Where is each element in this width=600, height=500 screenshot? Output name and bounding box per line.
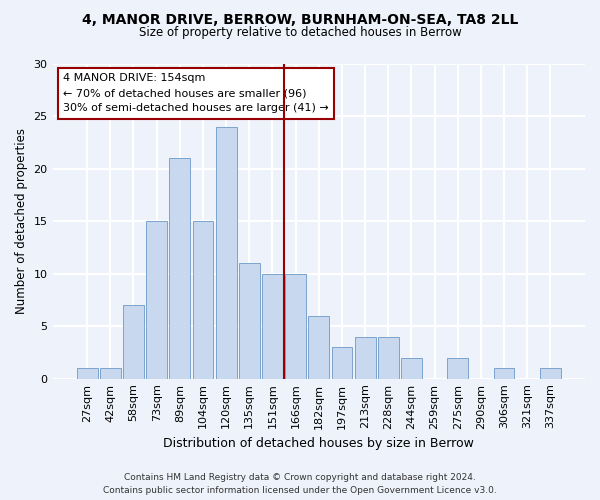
- Text: Contains HM Land Registry data © Crown copyright and database right 2024.
Contai: Contains HM Land Registry data © Crown c…: [103, 473, 497, 495]
- Bar: [77, 368, 98, 378]
- Bar: [494, 368, 514, 378]
- Bar: [123, 306, 144, 378]
- Bar: [540, 368, 561, 378]
- Bar: [146, 222, 167, 378]
- Bar: [100, 368, 121, 378]
- Bar: [401, 358, 422, 378]
- Bar: [285, 274, 306, 378]
- Bar: [332, 347, 352, 378]
- Bar: [239, 264, 260, 378]
- Bar: [448, 358, 468, 378]
- Bar: [262, 274, 283, 378]
- Y-axis label: Number of detached properties: Number of detached properties: [15, 128, 28, 314]
- Text: 4, MANOR DRIVE, BERROW, BURNHAM-ON-SEA, TA8 2LL: 4, MANOR DRIVE, BERROW, BURNHAM-ON-SEA, …: [82, 12, 518, 26]
- Bar: [308, 316, 329, 378]
- Text: 4 MANOR DRIVE: 154sqm
← 70% of detached houses are smaller (96)
30% of semi-deta: 4 MANOR DRIVE: 154sqm ← 70% of detached …: [63, 74, 329, 113]
- X-axis label: Distribution of detached houses by size in Berrow: Distribution of detached houses by size …: [163, 437, 474, 450]
- Bar: [216, 127, 236, 378]
- Bar: [193, 222, 214, 378]
- Bar: [169, 158, 190, 378]
- Text: Size of property relative to detached houses in Berrow: Size of property relative to detached ho…: [139, 26, 461, 39]
- Bar: [378, 336, 398, 378]
- Bar: [355, 336, 376, 378]
